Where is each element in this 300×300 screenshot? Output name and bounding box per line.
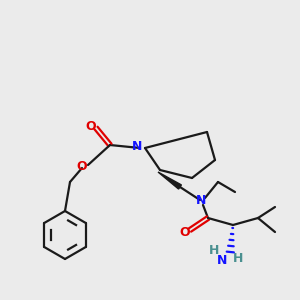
Text: N: N <box>217 254 227 268</box>
Text: O: O <box>86 119 96 133</box>
Polygon shape <box>158 172 181 189</box>
Text: O: O <box>180 226 190 238</box>
Text: H: H <box>233 253 243 266</box>
Text: O: O <box>77 160 87 172</box>
Text: H: H <box>209 244 219 257</box>
Text: N: N <box>132 140 142 154</box>
Text: N: N <box>196 194 206 208</box>
